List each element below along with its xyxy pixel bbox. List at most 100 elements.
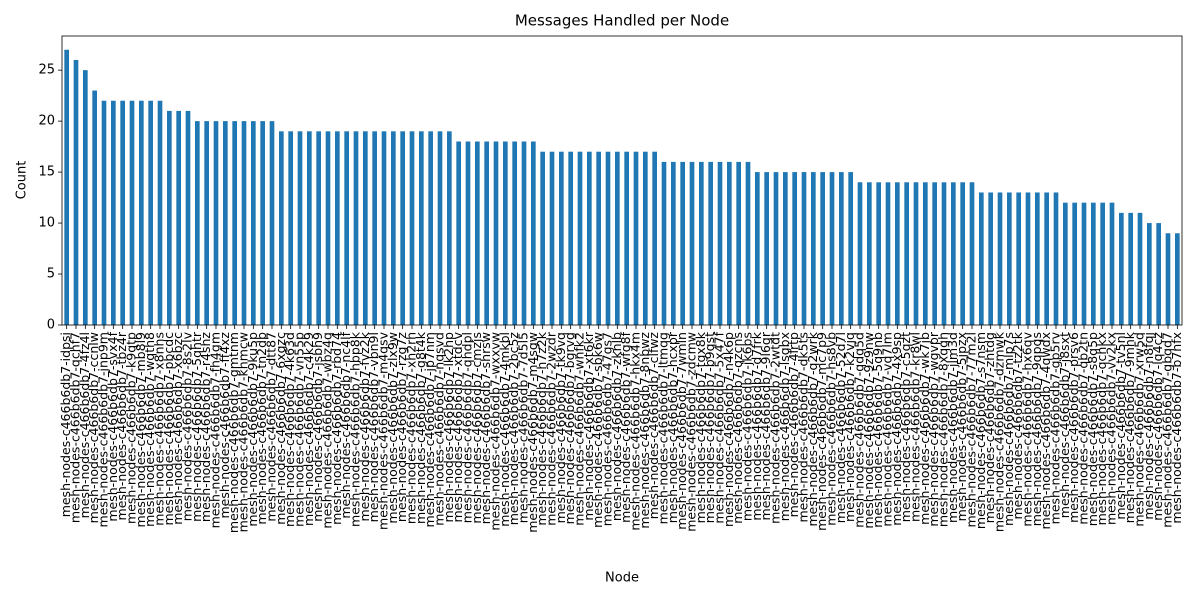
- x-tick-label: mesh-nodes-c466b6db7-m4qsv: [376, 331, 391, 530]
- bar: [829, 172, 835, 325]
- x-tick-label: mesh-nodes-c466b6db7-s7nsm: [973, 332, 988, 529]
- bar: [101, 100, 107, 325]
- bar: [736, 161, 741, 325]
- x-tick-label: mesh-nodes-c466b6db7-6xgzc: [273, 332, 288, 525]
- bar: [251, 121, 256, 325]
- bar: [316, 131, 321, 325]
- x-tick-label: mesh-nodes-c466b6db7-khmcw: [236, 332, 251, 532]
- bar: [1025, 192, 1031, 325]
- bar: [848, 172, 853, 325]
- x-tick-label: mesh-nodes-c466b6db7-tv5nl: [1113, 332, 1128, 520]
- x-tick-label: mesh-nodes-c466b6db7-tgx8k: [693, 331, 708, 523]
- bar: [895, 182, 900, 325]
- y-tick-label: 20: [38, 114, 55, 129]
- bar: [223, 121, 228, 325]
- bar: [465, 141, 471, 325]
- x-tick-label: mesh-nodes-c466b6db7-bgrvg: [562, 332, 577, 524]
- bar: [335, 131, 340, 325]
- x-tick-label: mesh-nodes-c466b6db7-m4sgw: [525, 332, 540, 533]
- x-tick-label: mesh-nodes-c466b6db7-7d5l5: [516, 332, 531, 523]
- x-tick-label: mesh-nodes-c466b6db7-8s2lv: [180, 331, 195, 521]
- bar: [1007, 192, 1012, 325]
- bar: [783, 172, 788, 325]
- bar: [1081, 202, 1087, 325]
- y-tick-label: 0: [47, 318, 55, 333]
- x-tick-label: mesh-nodes-c466b6db7-wxxvw: [488, 332, 503, 531]
- bar: [157, 100, 163, 325]
- bar: [288, 131, 293, 325]
- bar: [708, 161, 713, 325]
- x-tick-label: mesh-nodes-c466b6db7-ccnlw: [86, 332, 101, 523]
- x-tick-label: mesh-nodes-c466b6db7-4lrtp: [786, 332, 801, 517]
- bar: [64, 49, 69, 326]
- x-tick-label: mesh-nodes-c466b6db7-xh2rh: [404, 332, 419, 524]
- x-tick-label: mesh-nodes-c466b6db7-qzcns: [730, 332, 745, 524]
- x-tick-label: mesh-nodes-c466b6db7-mb8l9: [133, 332, 148, 528]
- x-tick-label: mesh-nodes-c466b6db7-svx4f: [105, 331, 120, 521]
- x-tick-label: mesh-nodes-c466b6db7-tk9vq: [553, 332, 568, 523]
- bar: [83, 70, 88, 326]
- x-tick-label: mesh-nodes-c466b6db7-gbqd7: [1160, 332, 1175, 528]
- bar: [111, 100, 116, 325]
- x-tick-label: mesh-nodes-c466b6db7-qchkx: [1094, 332, 1109, 525]
- bar: [363, 131, 368, 325]
- x-tick-label: mesh-nodes-c466b6db7-qb2tn: [1076, 332, 1091, 525]
- x-tick-label: mesh-nodes-c466b6db7-nc4lf: [338, 331, 353, 518]
- bar: [167, 110, 172, 325]
- x-tick-label: mesh-nodes-c466b6db7-wfg8f: [618, 331, 633, 522]
- bar: [960, 182, 965, 325]
- x-tick-label: mesh-nodes-c466b6db7-5jpzx: [954, 332, 969, 521]
- x-tick-label: mesh-nodes-c466b6db7-k2vjq: [842, 332, 857, 522]
- bar: [204, 121, 209, 325]
- bar: [633, 151, 639, 325]
- bar: [1156, 223, 1161, 325]
- x-tick-label: mesh-nodes-c466b6db7-tn2dp: [254, 332, 269, 525]
- bar: [941, 182, 947, 325]
- x-tick-label: mesh-nodes-c466b6db7-rbd74: [329, 332, 344, 525]
- x-tick-label: mesh-nodes-c466b6db7-vv2kx: [1104, 332, 1119, 525]
- x-tick-label: mesh-nodes-c466b6db7-kr8wl: [908, 332, 923, 522]
- bar: [624, 151, 629, 325]
- bar: [195, 121, 200, 325]
- bar: [801, 172, 807, 325]
- bar: [577, 151, 583, 325]
- bar: [307, 131, 312, 325]
- bar: [372, 131, 377, 325]
- x-tick-label: mesh-nodes-c466b6db7-vbn9l: [366, 332, 381, 522]
- x-tick-label: mesh-nodes-c466b6db7-ltmqg: [656, 332, 671, 524]
- x-tick-label: mesh-nodes-c466b6db7-xt6kr: [581, 331, 596, 520]
- bar: [139, 100, 144, 325]
- x-tick-label: mesh-nodes-c466b6db7-7wmln: [674, 332, 689, 530]
- y-tick-label: 25: [38, 63, 55, 78]
- bar: [428, 131, 433, 325]
- bar: [297, 131, 303, 325]
- bar: [932, 182, 937, 325]
- bar: [493, 141, 499, 325]
- bar: [689, 161, 695, 325]
- x-tick-label: mesh-nodes-c466b6db7-9qpqs: [1029, 332, 1044, 526]
- x-tick-label: mesh-nodes-c466b6db7-zknlb: [609, 332, 624, 521]
- bar: [727, 161, 732, 325]
- x-tick-label: mesh-nodes-c466b6db7-mlp7s: [1001, 332, 1016, 526]
- bar: [671, 161, 676, 325]
- bar: [549, 151, 555, 325]
- x-tick-label: mesh-nodes-c466b6db7-jnp9m: [96, 332, 111, 527]
- x-tick-label: mesh-nodes-c466b6db7-xtdcv: [450, 331, 465, 522]
- bar: [353, 131, 359, 325]
- x-tick-label: mesh-nodes-c466b6db7-shrsw: [478, 332, 493, 524]
- bar: [325, 131, 331, 325]
- bar: [1147, 223, 1152, 325]
- bar: [755, 172, 760, 325]
- bar: [1063, 202, 1068, 325]
- x-tick-label: mesh-nodes-c466b6db7-xrw5d: [1132, 332, 1147, 527]
- bar: [437, 131, 443, 325]
- bar: [484, 141, 489, 325]
- bar: [605, 151, 611, 325]
- x-tick-label: mesh-nodes-c466b6db7-x6bzc: [170, 332, 185, 525]
- x-tick-label: mesh-nodes-c466b6db7-lk2hp: [441, 332, 456, 523]
- bar: [839, 172, 844, 325]
- bar: [1165, 233, 1171, 325]
- x-tick-label: mesh-nodes-c466b6db7-nqsvd: [432, 332, 447, 526]
- x-tick-label: mesh-nodes-c466b6db7-hkx4m: [628, 332, 643, 531]
